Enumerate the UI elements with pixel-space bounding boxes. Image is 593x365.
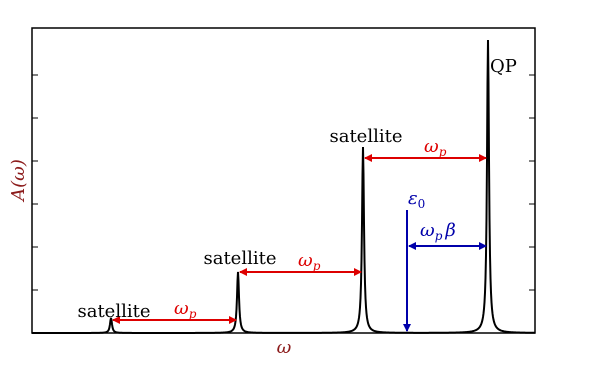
peak-label: satellite	[77, 301, 150, 322]
energy-label: ε0	[408, 188, 425, 211]
peak-label: satellite	[203, 248, 276, 269]
x-axis-label: ω	[277, 337, 292, 358]
shift-label: ωp β	[420, 220, 456, 243]
peak-label: satellite	[329, 126, 402, 147]
ticks	[32, 74, 535, 291]
y-axis-label: A(ω)	[8, 159, 29, 203]
peak-label: QP	[490, 56, 517, 77]
axes-frame	[31, 27, 536, 334]
spectrum	[32, 39, 536, 334]
spacing-label: ωp	[424, 136, 447, 159]
spacing-label: ωp	[298, 250, 321, 273]
spacing-label: ωp	[174, 298, 197, 321]
